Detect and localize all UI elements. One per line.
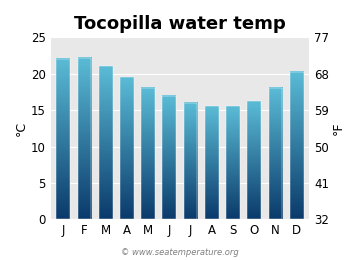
Title: Tocopilla water temp: Tocopilla water temp [74, 15, 286, 33]
Y-axis label: °C: °C [15, 121, 28, 136]
Bar [57, 59, 70, 219]
Bar [141, 88, 155, 219]
Bar [226, 107, 240, 219]
Bar [290, 72, 303, 219]
Bar [99, 67, 113, 219]
Bar [247, 101, 261, 219]
Y-axis label: °F: °F [332, 122, 345, 135]
Bar [120, 77, 134, 219]
Bar [162, 96, 176, 219]
Bar [77, 58, 91, 219]
Text: © www.seatemperature.org: © www.seatemperature.org [121, 248, 239, 257]
Bar [205, 107, 219, 219]
Bar [269, 88, 282, 219]
Bar [184, 103, 197, 219]
